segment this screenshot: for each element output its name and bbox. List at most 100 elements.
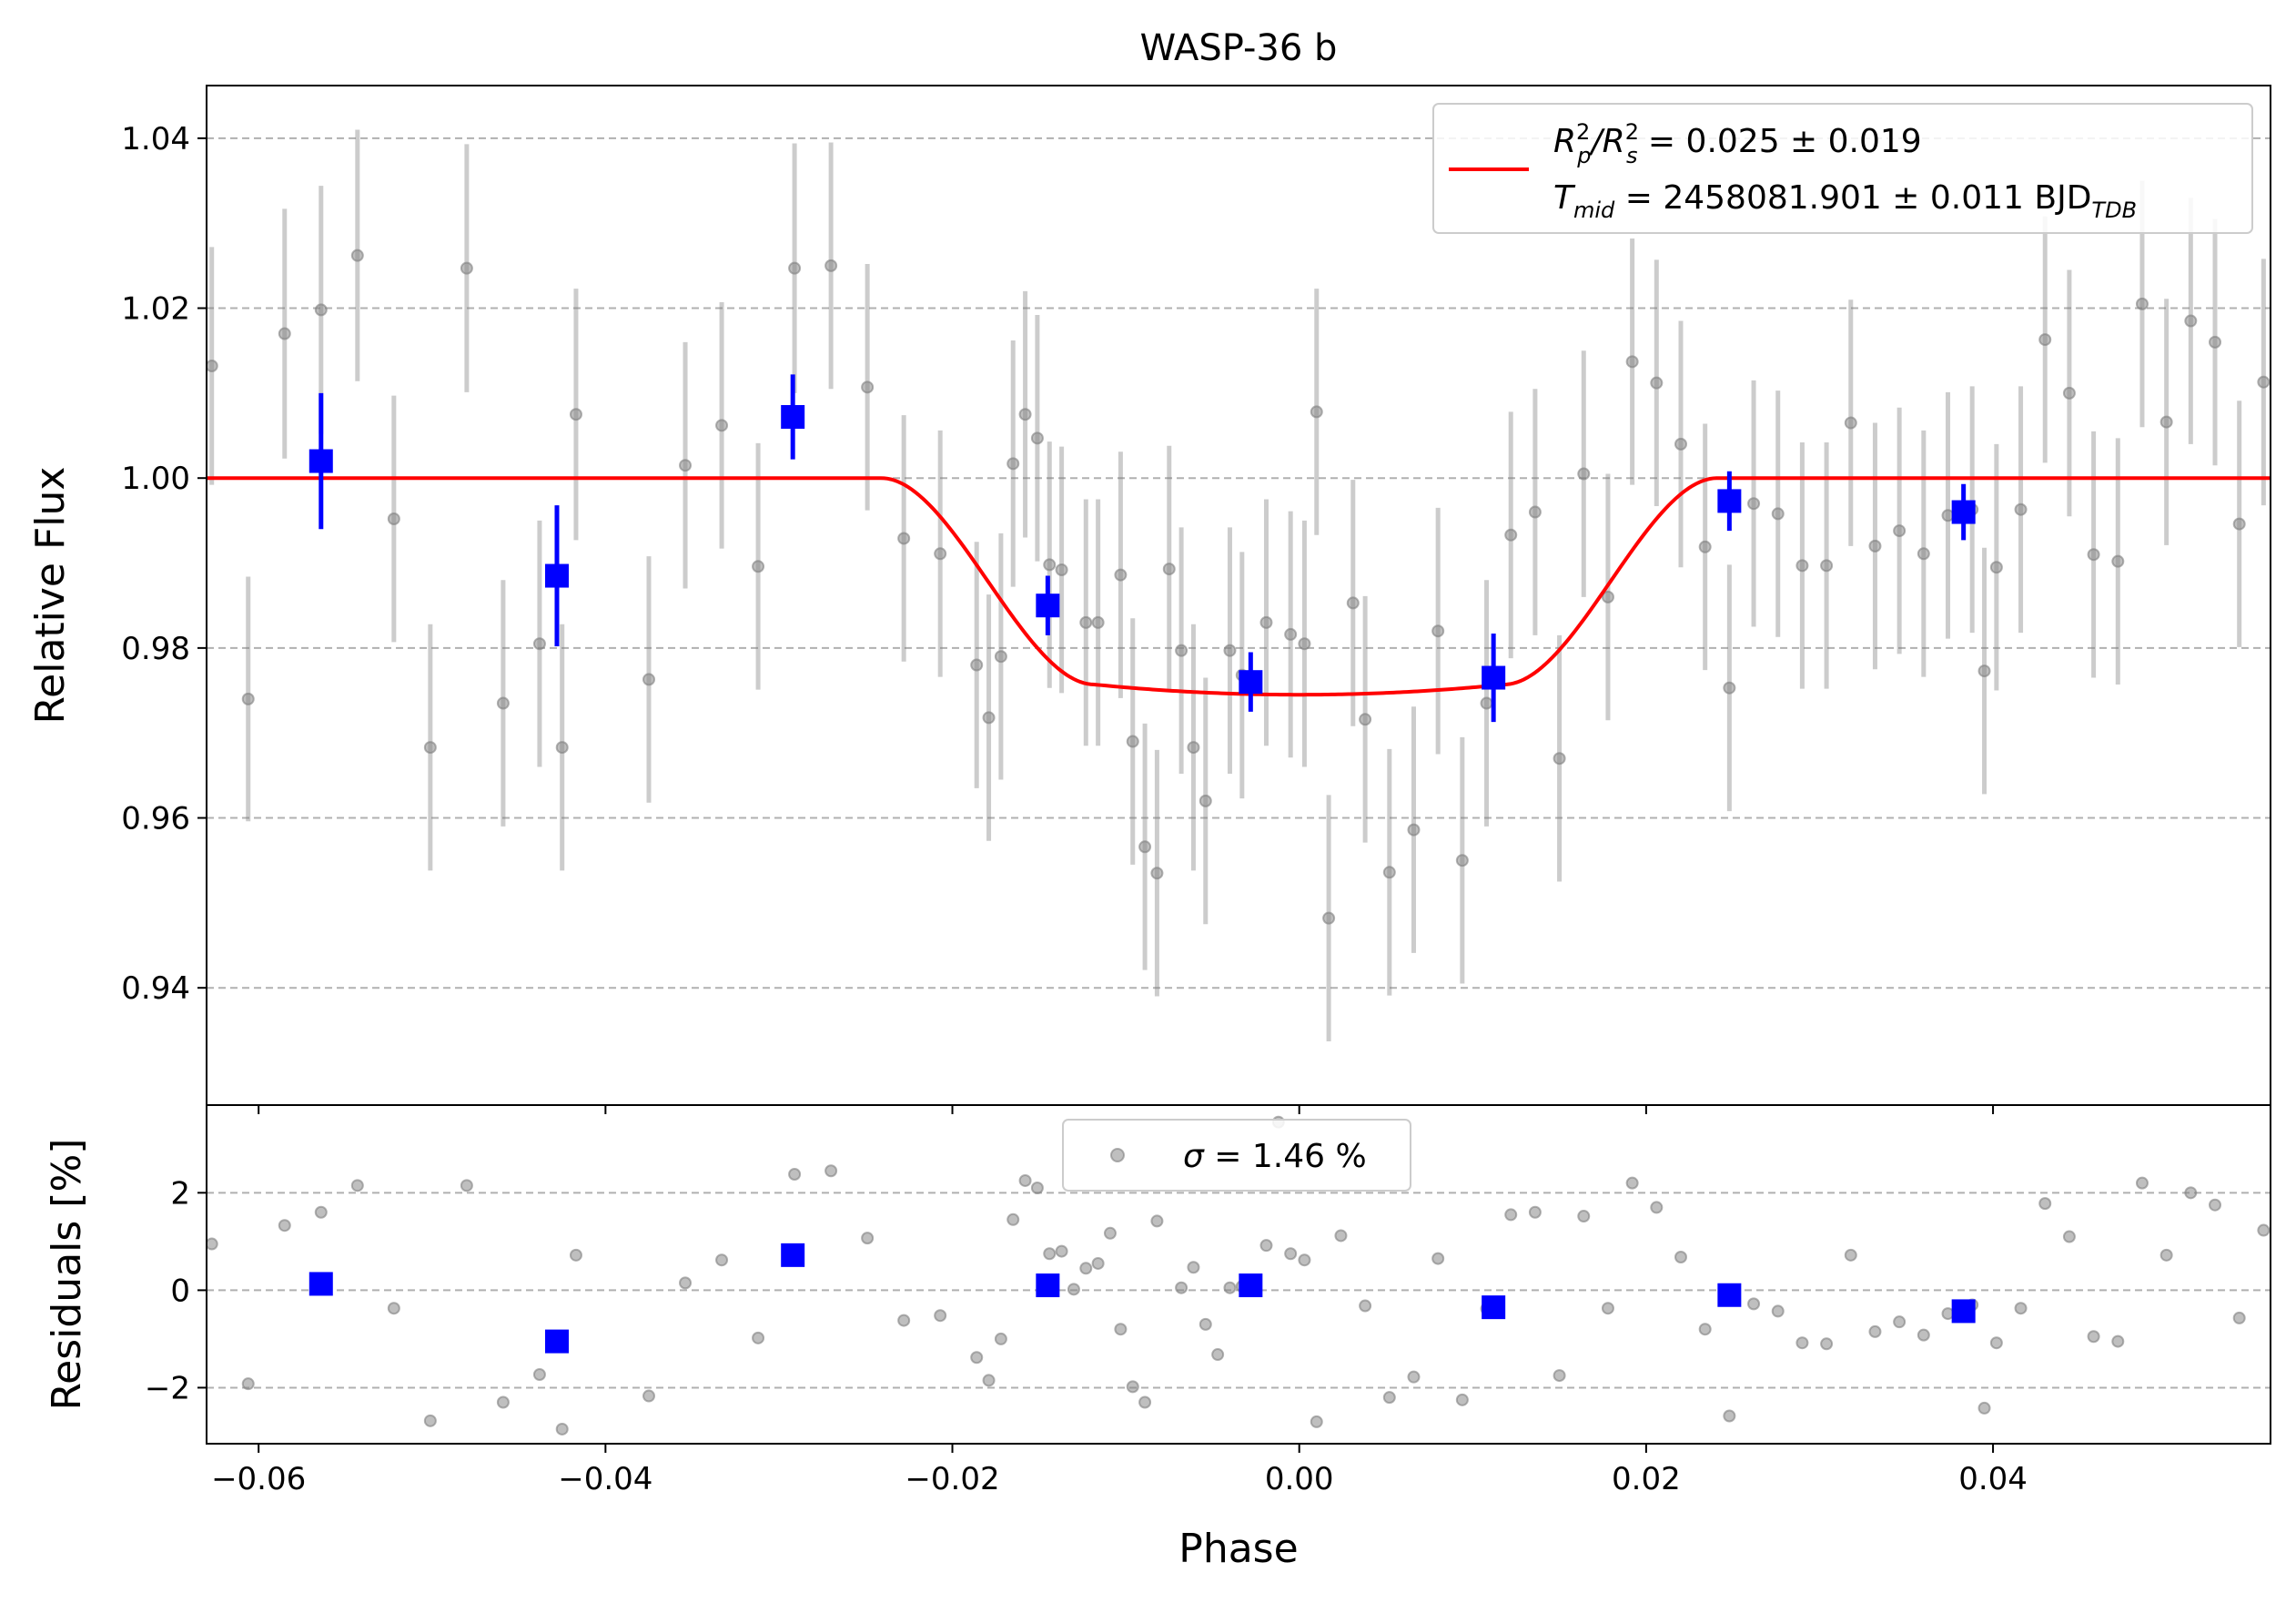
- residual-binned-point: [1482, 1295, 1506, 1320]
- residual-raw-point: [715, 1253, 729, 1267]
- raw-data-point: [2135, 297, 2149, 310]
- residual-raw-point: [1298, 1253, 1311, 1267]
- model-legend-box: [1432, 103, 2253, 234]
- residual-binned-point: [1239, 1273, 1263, 1298]
- raw-data-point: [1795, 559, 1809, 573]
- residuals-panel: −0.06 −0.04 −0.02 0.00 0.02 0.04 −2 0 2 Phase R…: [44, 1104, 2271, 1572]
- residual-raw-point: [1431, 1252, 1445, 1265]
- residual-raw-point: [1407, 1370, 1421, 1384]
- residual-raw-point: [1211, 1348, 1225, 1362]
- top-y-ticks: 0.94 0.96 0.98 1.00 1.02 1.04: [121, 121, 207, 1007]
- raw-data-point: [2159, 415, 2173, 429]
- residual-raw-point: [1577, 1210, 1591, 1223]
- transit-model-line: [207, 476, 2271, 697]
- residual-raw-point: [2038, 1197, 2052, 1211]
- raw-data-point: [1284, 627, 1298, 641]
- raw-data-point: [1359, 713, 1372, 726]
- residual-raw-point: [934, 1309, 947, 1323]
- residual-raw-point: [1917, 1328, 1930, 1342]
- raw-data-point: [1674, 437, 1687, 451]
- raw-data-point: [994, 650, 1007, 664]
- bottom-y-ticks: −2 0 2: [145, 1175, 207, 1406]
- bottom-x-tick-label: 0.00: [1265, 1461, 1334, 1497]
- residual-raw-point: [1528, 1205, 1542, 1219]
- residual-raw-point: [1199, 1317, 1212, 1331]
- residual-binned-point: [308, 1272, 333, 1296]
- top-y-tick-label: 1.02: [121, 291, 190, 328]
- legend-radius-ratio: R2 p/R2 s = 0.025 ± 0.019: [1553, 119, 1922, 168]
- raw-data-point: [1114, 568, 1128, 582]
- residual-raw-point: [207, 1237, 218, 1251]
- raw-data-point: [1431, 624, 1445, 638]
- top-y-tick-label: 0.98: [121, 631, 190, 667]
- raw-data-point: [2014, 502, 2028, 516]
- raw-data-point: [642, 673, 655, 686]
- residual-raw-point: [1043, 1247, 1057, 1261]
- residual-raw-point: [1771, 1304, 1785, 1318]
- residual-raw-point: [1187, 1261, 1200, 1274]
- raw-data-point: [897, 532, 911, 545]
- raw-data-point: [1747, 497, 1761, 511]
- residual-raw-point: [1698, 1323, 1712, 1336]
- raw-data-point: [1625, 355, 1639, 369]
- residual-raw-point: [2014, 1302, 2028, 1315]
- raw-data-point: [1175, 644, 1188, 657]
- raw-data-point: [1006, 457, 1020, 471]
- model-legend: R2 p/R2 s = 0.025 ± 0.019 Tmid = 2458081.9…: [1432, 103, 2253, 234]
- bottom-x-tick-label: −0.04: [558, 1461, 652, 1497]
- residual-raw-point: [1114, 1323, 1128, 1336]
- residual-raw-point: [532, 1367, 546, 1381]
- top-y-tick-label: 1.00: [121, 461, 190, 497]
- residual-raw-point: [1138, 1395, 1152, 1409]
- chart-title: WASP-36 b: [1140, 27, 1338, 69]
- light-curve-panel: 0.94 0.96 0.98 1.00 1.02 1.04 WASP-36 b Relat…: [27, 27, 2271, 1114]
- binned-data-series: [308, 374, 1976, 723]
- raw-data-point: [1259, 615, 1273, 629]
- top-y-tick-label: 0.94: [121, 970, 190, 1007]
- raw-data-point: [2232, 517, 2246, 531]
- bottom-y-axis-label: Residuals [%]: [44, 1139, 90, 1411]
- binned-data-point: [1239, 670, 1263, 695]
- residual-raw-point: [1455, 1393, 1469, 1406]
- binned-data-point: [1951, 500, 1976, 524]
- residual-raw-point: [555, 1422, 569, 1436]
- raw-data-point: [1771, 507, 1785, 521]
- residual-raw-point: [1977, 1401, 1991, 1415]
- raw-data-point: [1723, 681, 1736, 695]
- raw-data-point: [1977, 665, 1991, 678]
- raw-data-point: [241, 692, 255, 705]
- residual-raw-point: [1723, 1409, 1736, 1423]
- residual-raw-point: [1284, 1247, 1298, 1261]
- residual-raw-point: [1844, 1248, 1857, 1262]
- raw-data-point: [1079, 615, 1093, 629]
- residual-raw-point: [1359, 1299, 1372, 1313]
- raw-data-point: [1528, 505, 1542, 519]
- raw-data-point: [1382, 866, 1396, 879]
- residual-binned-series: [308, 1243, 1976, 1354]
- residual-raw-point: [1868, 1324, 1882, 1338]
- residual-raw-point: [824, 1164, 838, 1178]
- residual-raw-point: [970, 1351, 984, 1365]
- bottom-x-tick-label: −0.06: [211, 1461, 306, 1497]
- residual-raw-point: [897, 1314, 911, 1327]
- raw-data-point: [752, 560, 765, 573]
- raw-data-point: [423, 741, 437, 755]
- bottom-y-tick-label: 2: [170, 1175, 190, 1212]
- binned-data-point: [1717, 489, 1742, 513]
- raw-data-point: [1917, 547, 1930, 561]
- raw-data-point: [1187, 741, 1200, 755]
- raw-data-point: [532, 637, 546, 651]
- residual-raw-point: [2184, 1186, 2198, 1200]
- raw-data-series: [207, 129, 2271, 1041]
- raw-data-point: [1650, 376, 1664, 390]
- x-axis-label: Phase: [1178, 1526, 1298, 1572]
- sigma-legend-text: σ = 1.46 %: [1183, 1138, 1367, 1175]
- residual-raw-point: [1259, 1239, 1273, 1253]
- residual-raw-point: [788, 1168, 802, 1182]
- raw-data-point: [970, 658, 984, 672]
- raw-data-point: [1162, 563, 1176, 576]
- raw-data-point: [1698, 540, 1712, 553]
- raw-data-point: [496, 696, 510, 710]
- residual-raw-point: [1601, 1302, 1614, 1315]
- raw-data-point: [207, 360, 218, 372]
